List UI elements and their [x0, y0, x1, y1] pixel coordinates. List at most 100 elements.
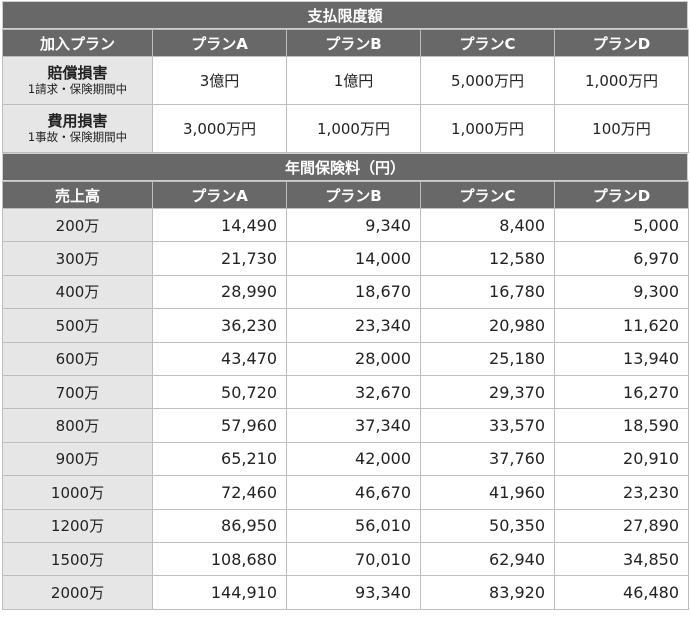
premium-cell: 23,230 — [554, 475, 689, 510]
table-row: 500万 36,230 23,340 20,980 11,620 — [2, 308, 689, 343]
premium-cell: 9,340 — [286, 207, 421, 243]
premium-cell: 34,850 — [554, 541, 689, 577]
premium-cell: 21,730 — [152, 241, 287, 276]
premium-cell: 28,990 — [152, 274, 287, 310]
header-plan-d: プランD — [554, 29, 689, 57]
sales-cell: 2000万 — [2, 575, 153, 610]
table-row: 200万 14,490 9,340 8,400 5,000 — [2, 207, 689, 243]
table-row: 2000万 144,910 93,340 83,920 46,480 — [2, 575, 689, 610]
premium-cell: 8,400 — [420, 207, 555, 243]
limits-table: 加入プラン プランA プランB プランC プランD 賠償損害 1請求・保険期間中… — [2, 29, 689, 153]
premium-cell: 37,340 — [286, 408, 421, 443]
premium-cell: 83,920 — [420, 575, 555, 610]
value-cell: 1,000万円 — [554, 56, 689, 105]
header-plan-d: プランD — [554, 181, 689, 209]
premium-cell: 36,230 — [152, 308, 287, 343]
table-row: 300万 21,730 14,000 12,580 6,970 — [2, 241, 689, 276]
premium-cell: 72,460 — [152, 475, 287, 510]
premium-cell: 37,760 — [420, 441, 555, 477]
premium-cell: 57,960 — [152, 408, 287, 443]
header-sales: 売上高 — [2, 181, 153, 209]
premium-cell: 9,300 — [554, 274, 689, 310]
premium-cell: 20,910 — [554, 441, 689, 477]
premium-cell: 70,010 — [286, 541, 421, 577]
premium-cell: 14,000 — [286, 241, 421, 276]
value-cell: 5,000万円 — [420, 56, 555, 105]
premium-cell: 28,000 — [286, 341, 421, 376]
premium-cell: 14,490 — [152, 207, 287, 243]
premium-cell: 5,000 — [554, 207, 689, 243]
premium-cell: 13,940 — [554, 341, 689, 376]
premium-cell: 23,340 — [286, 308, 421, 343]
table-row: 1500万 108,680 70,010 62,940 34,850 — [2, 541, 689, 577]
premium-cell: 16,780 — [420, 274, 555, 310]
premium-cell: 20,980 — [420, 308, 555, 343]
limits-row-expense: 費用損害 1事故・保険期間中 3,000万円 1,000万円 1,000万円 1… — [2, 104, 689, 153]
table-row: 800万 57,960 37,340 33,570 18,590 — [2, 408, 689, 443]
premium-cell: 144,910 — [152, 575, 287, 610]
premium-cell: 11,620 — [554, 308, 689, 343]
premium-header-row: 売上高 プランA プランB プランC プランD — [2, 181, 689, 209]
premium-cell: 18,590 — [554, 408, 689, 443]
sales-cell: 800万 — [2, 408, 153, 443]
premium-cell: 65,210 — [152, 441, 287, 477]
limits-header-row: 加入プラン プランA プランB プランC プランD — [2, 29, 689, 57]
sales-cell: 200万 — [2, 207, 153, 243]
premium-cell: 50,350 — [420, 508, 555, 543]
premium-cell: 32,670 — [286, 374, 421, 410]
table-row: 400万 28,990 18,670 16,780 9,300 — [2, 274, 689, 310]
insurance-plan-tables: 支払限度額 加入プラン プランA プランB プランC プランD 賠償損害 1請求… — [2, 1, 689, 610]
sales-cell: 900万 — [2, 441, 153, 477]
value-cell: 1億円 — [286, 56, 421, 105]
sales-cell: 1500万 — [2, 541, 153, 577]
table-row: 1000万 72,460 46,670 41,960 23,230 — [2, 475, 689, 510]
premium-cell: 12,580 — [420, 241, 555, 276]
row-label: 賠償損害 1請求・保険期間中 — [2, 56, 153, 105]
header-plan-c: プランC — [420, 181, 555, 209]
premium-rows: 200万 14,490 9,340 8,400 5,000 300万 21,730 14,00… — [2, 207, 689, 610]
premium-cell: 6,970 — [554, 241, 689, 276]
premium-cell: 42,000 — [286, 441, 421, 477]
sales-cell: 400万 — [2, 274, 153, 310]
header-plan-c: プランC — [420, 29, 555, 57]
value-cell: 1,000万円 — [286, 104, 421, 153]
premium-cell: 56,010 — [286, 508, 421, 543]
premium-cell: 18,670 — [286, 274, 421, 310]
premium-cell: 33,570 — [420, 408, 555, 443]
limits-section-title: 支払限度額 — [2, 1, 688, 29]
premium-cell: 41,960 — [420, 475, 555, 510]
sales-cell: 300万 — [2, 241, 153, 276]
premium-cell: 86,950 — [152, 508, 287, 543]
header-plan-label: 加入プラン — [2, 29, 153, 57]
value-cell: 3億円 — [152, 56, 287, 105]
premium-cell: 29,370 — [420, 374, 555, 410]
value-cell: 100万円 — [554, 104, 689, 153]
premium-cell: 16,270 — [554, 374, 689, 410]
premium-cell: 62,940 — [420, 541, 555, 577]
sales-cell: 500万 — [2, 308, 153, 343]
table-row: 700万 50,720 32,670 29,370 16,270 — [2, 374, 689, 410]
sales-cell: 700万 — [2, 374, 153, 410]
premium-cell: 43,470 — [152, 341, 287, 376]
premium-table: 売上高 プランA プランB プランC プランD 200万 14,490 9,340 8… — [2, 181, 689, 610]
value-cell: 1,000万円 — [420, 104, 555, 153]
limits-row-liability: 賠償損害 1請求・保険期間中 3億円 1億円 5,000万円 1,000万円 — [2, 56, 689, 105]
header-plan-a: プランA — [152, 29, 287, 57]
table-row: 1200万 86,950 56,010 50,350 27,890 — [2, 508, 689, 543]
premium-cell: 46,480 — [554, 575, 689, 610]
row-label: 費用損害 1事故・保険期間中 — [2, 104, 153, 153]
table-row: 900万 65,210 42,000 37,760 20,910 — [2, 441, 689, 477]
header-plan-b: プランB — [286, 29, 421, 57]
header-plan-a: プランA — [152, 181, 287, 209]
premium-cell: 93,340 — [286, 575, 421, 610]
sales-cell: 1000万 — [2, 475, 153, 510]
sales-cell: 600万 — [2, 341, 153, 376]
value-cell: 3,000万円 — [152, 104, 287, 153]
header-plan-b: プランB — [286, 181, 421, 209]
table-row: 600万 43,470 28,000 25,180 13,940 — [2, 341, 689, 376]
premium-cell: 108,680 — [152, 541, 287, 577]
premium-cell: 46,670 — [286, 475, 421, 510]
premium-section-title: 年間保険料（円） — [2, 153, 688, 181]
premium-cell: 25,180 — [420, 341, 555, 376]
sales-cell: 1200万 — [2, 508, 153, 543]
